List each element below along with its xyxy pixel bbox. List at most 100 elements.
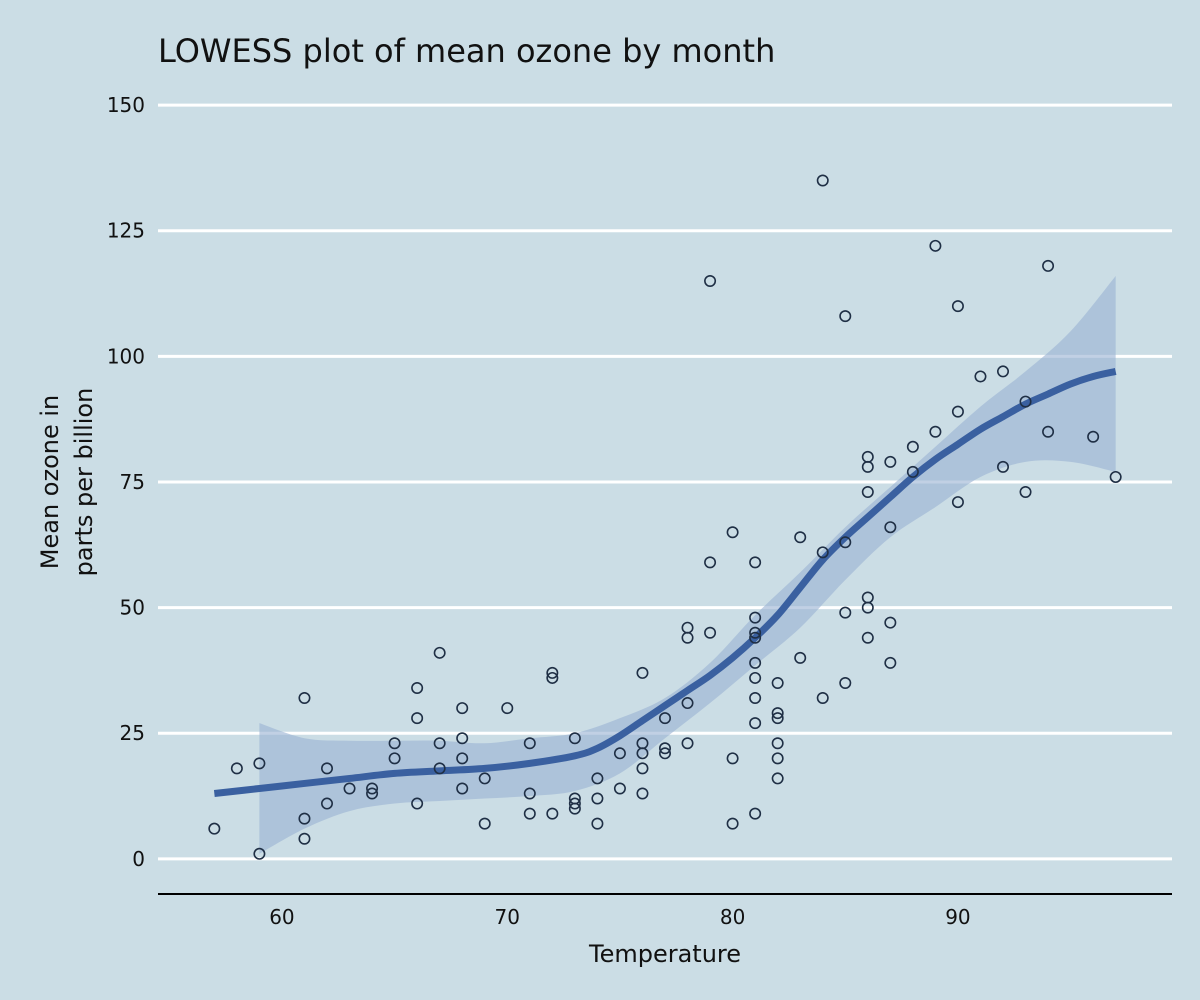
data-point (478, 772, 491, 785)
data-point (771, 712, 784, 725)
x-axis-title: Temperature (588, 940, 741, 968)
data-point (884, 521, 897, 534)
data-point (298, 832, 311, 845)
y-tick-label: 50 (120, 596, 145, 620)
data-point (726, 752, 739, 765)
data-point (501, 702, 514, 715)
y-axis-title: Mean ozone in parts per billion (36, 388, 98, 577)
x-tick-label: 70 (495, 905, 520, 929)
data-point (523, 737, 536, 750)
data-point (568, 797, 581, 810)
y-tick-label: 150 (107, 93, 145, 117)
x-tick-label: 90 (945, 905, 970, 929)
data-point (636, 787, 649, 800)
data-point (1042, 425, 1055, 438)
data-point (861, 486, 874, 499)
data-point (658, 747, 671, 760)
data-point (208, 822, 221, 835)
data-point (996, 460, 1009, 473)
data-point (523, 787, 536, 800)
data-point (1042, 259, 1055, 272)
data-point (613, 747, 626, 760)
data-point (749, 807, 762, 820)
data-point (568, 802, 581, 815)
data-point (906, 465, 919, 478)
y-axis-title-line1: Mean ozone in (36, 395, 64, 569)
data-point (456, 752, 469, 765)
data-point (794, 531, 807, 544)
data-point (388, 737, 401, 750)
data-point (478, 817, 491, 830)
data-point (546, 671, 559, 684)
x-axis-ticks: 60 70 80 90 (269, 905, 970, 929)
data-point (839, 676, 852, 689)
data-point (1109, 470, 1122, 483)
data-point (320, 797, 333, 810)
data-point (681, 697, 694, 710)
data-point (974, 370, 987, 383)
data-point (456, 702, 469, 715)
data-point (320, 762, 333, 775)
data-point (996, 365, 1009, 378)
y-tick-label: 0 (132, 847, 145, 871)
data-point (411, 681, 424, 694)
data-point (749, 626, 762, 639)
data-point (591, 792, 604, 805)
y-tick-label: 100 (107, 344, 145, 368)
chart-title: LOWESS plot of mean ozone by month (158, 32, 775, 70)
data-point (388, 752, 401, 765)
data-point (681, 621, 694, 634)
data-point (433, 762, 446, 775)
confidence-band (259, 275, 1116, 854)
data-point (1019, 486, 1032, 499)
y-axis-ticks: 0 25 50 75 100 125 150 (107, 93, 145, 871)
data-point (343, 782, 356, 795)
data-point (636, 666, 649, 679)
data-point (839, 606, 852, 619)
data-point (366, 787, 379, 800)
y-axis-title-line2: parts per billion (70, 388, 98, 577)
data-point (253, 757, 266, 770)
data-point (636, 762, 649, 775)
data-point (704, 556, 717, 569)
data-point (433, 646, 446, 659)
data-point (884, 616, 897, 629)
data-point (523, 807, 536, 820)
data-point (749, 692, 762, 705)
data-point (366, 782, 379, 795)
data-point (951, 300, 964, 313)
gridlines (158, 103, 1172, 861)
data-point (794, 651, 807, 664)
data-point (726, 526, 739, 539)
y-tick-label: 75 (120, 470, 145, 494)
data-point (884, 656, 897, 669)
data-point (591, 772, 604, 785)
data-point (884, 455, 897, 468)
data-points (208, 174, 1122, 860)
data-point (230, 762, 243, 775)
data-point (749, 656, 762, 669)
data-point (298, 692, 311, 705)
data-point (771, 772, 784, 785)
data-point (929, 239, 942, 252)
x-tick-label: 80 (720, 905, 745, 929)
data-point (658, 742, 671, 755)
data-point (613, 782, 626, 795)
data-point (929, 425, 942, 438)
data-point (906, 440, 919, 453)
data-point (749, 717, 762, 730)
data-point (704, 626, 717, 639)
data-point (658, 712, 671, 725)
data-point (704, 274, 717, 287)
data-point (681, 631, 694, 644)
data-point (749, 611, 762, 624)
data-point (861, 601, 874, 614)
data-point (771, 707, 784, 720)
data-point (951, 405, 964, 418)
confidence-band-layer (259, 275, 1116, 854)
data-point (951, 496, 964, 509)
data-point (456, 782, 469, 795)
data-point (433, 737, 446, 750)
data-point (1087, 430, 1100, 443)
data-point (861, 591, 874, 604)
